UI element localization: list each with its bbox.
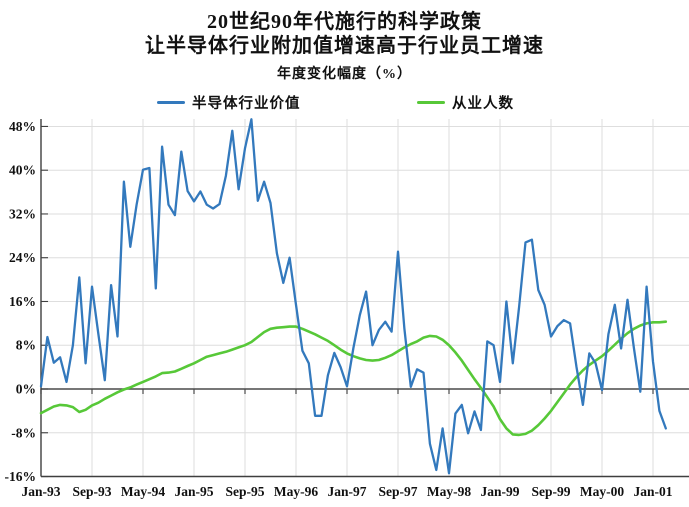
series-line-employment	[39, 320, 668, 437]
y-tick-label: -8%	[11, 425, 36, 440]
y-tick-label: 48%	[9, 119, 36, 134]
y-tick-label: -16%	[5, 469, 37, 484]
legend-label-employment: 从业人数	[452, 96, 514, 112]
x-tick-label: Jan-95	[174, 484, 213, 499]
chart-title-line1: 20世纪90年代施行的科学政策	[207, 11, 482, 33]
legend-label-semiconductor-value: 半导体行业价值	[192, 96, 301, 112]
x-tick-label: Sep-99	[531, 484, 570, 499]
series-line-semiconductor-value	[39, 118, 667, 475]
x-tick-label: May-94	[121, 484, 165, 499]
y-tick-label: 8%	[16, 338, 36, 353]
legend-item-employment: 从业人数	[417, 92, 514, 113]
x-tick-label: Jan-93	[21, 484, 60, 499]
x-tick-label: Jan-97	[327, 484, 366, 499]
x-tick-label: May-96	[274, 484, 318, 499]
y-tick-label: 32%	[9, 206, 36, 221]
y-tick-label: 24%	[9, 250, 36, 265]
chart-subtitle: 年度变化幅度（%）	[277, 67, 412, 82]
blue-line-swatch-icon	[157, 100, 185, 105]
chart-title-line2: 让半导体行业附加值增速高于行业员工增速	[145, 35, 544, 57]
x-tick-label: Jan-99	[480, 484, 519, 499]
x-tick-label: May-98	[427, 484, 471, 499]
legend-item-semiconductor-value: 半导体行业价值	[157, 92, 301, 113]
y-tick-label: 16%	[9, 294, 36, 309]
y-tick-label: 0%	[16, 382, 36, 397]
x-tick-label: Jan-01	[633, 484, 672, 499]
green-line-swatch-icon	[417, 100, 445, 105]
y-tick-label: 40%	[9, 163, 36, 178]
x-tick-label: Sep-95	[225, 484, 264, 499]
chart-title: 20世纪90年代施行的科学政策 让半导体行业附加值增速高于行业员工增速	[0, 10, 689, 58]
x-tick-label: Sep-97	[378, 484, 417, 499]
x-tick-label: May-00	[580, 484, 624, 499]
x-tick-label: Sep-93	[72, 484, 111, 499]
